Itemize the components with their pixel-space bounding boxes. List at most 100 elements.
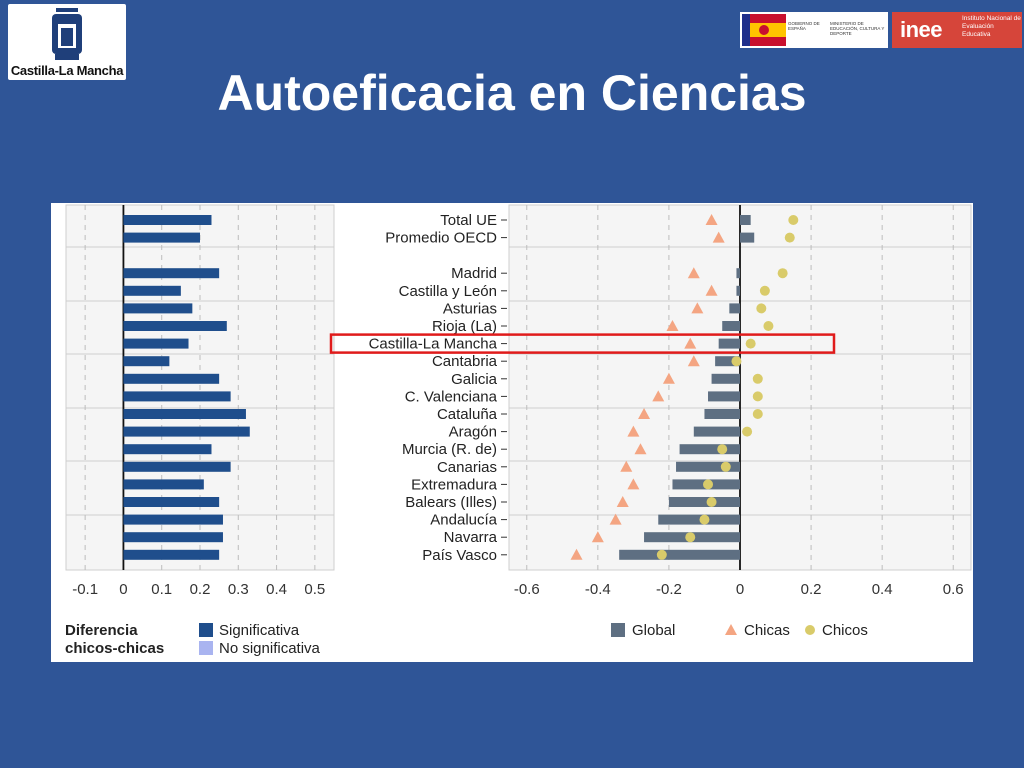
left-tick-label: -0.1 [72,581,98,598]
chicas-point [687,355,700,367]
global-bar [619,549,740,560]
left-bar [123,549,220,560]
right-chart-points [570,214,799,560]
highlight-group [329,333,836,354]
category-label: Promedio OECD [385,230,497,247]
chicos-point [717,444,728,455]
chicas-point [627,425,640,437]
right-tick-label: 0.6 [943,581,964,598]
left-tick-label: 0.5 [304,581,325,598]
right-tick-label: 0.2 [801,581,822,598]
legend-swatch [199,623,213,637]
global-bar [658,514,740,525]
category-label: C. Valenciana [405,388,498,405]
logo-text: Castilla-La Mancha [10,63,124,78]
left-bar [123,479,204,490]
left-bar [123,461,231,472]
category-label: Cataluña [437,406,498,423]
legend-label: Significativa [219,622,300,639]
global-bar [736,285,740,296]
global-bar [740,215,751,225]
chicos-point [742,426,753,437]
legend-label-chicos: Chicos [822,622,868,639]
left-bar [123,232,200,243]
global-bar [740,232,755,243]
category-label: Extremadura [411,476,498,493]
global-bar [693,426,740,437]
chicos-point [756,303,767,314]
left-bar [123,514,223,525]
right-tick-label: 0.4 [872,581,893,598]
chicas-point [634,443,647,455]
global-bar [704,409,740,419]
left-bar [123,268,220,279]
castle-emblem-icon [52,8,82,60]
global-bar [676,461,740,472]
chicas-point [662,372,675,384]
category-label: Galicia [451,371,498,388]
chicos-point [703,479,714,490]
highlight-box [329,333,836,354]
chicos-point [731,356,742,367]
right-tick-label: -0.6 [514,581,540,598]
left-bar [123,215,212,225]
chicos-point [763,321,774,331]
global-bar [711,373,740,384]
chicos-point [752,391,763,402]
category-label: Castilla-La Mancha [369,336,498,353]
right-chart-ticks: -0.6 -0.4 -0.2 0 0.2 0.4 0.6 [514,581,964,598]
category-label: Rioja (La) [432,318,497,335]
right-tick-label: 0 [736,581,744,598]
left-tick-label: 0 [119,581,127,598]
chicos-point [752,373,763,384]
left-tick-label: 0.3 [228,581,249,598]
category-label: Total UE [440,212,497,229]
left-chart-grid [65,204,335,571]
right-chart-grid [508,204,972,571]
global-bar [679,444,740,455]
global-bar [736,268,740,279]
legend-label-global: Global [632,622,675,639]
category-label: Murcia (R. de) [402,441,497,458]
chicos-point [656,549,667,560]
chicos-point [759,285,770,296]
left-bar [123,356,170,367]
ministerio-text: MINISTERIO DE EDUCACIÓN, CULTURA Y DEPOR… [830,21,885,36]
left-bar [123,303,193,314]
legend-label-chicas: Chicas [744,622,790,639]
global-bar [718,338,740,349]
left-bar [123,426,250,437]
category-label: Canarias [437,459,497,476]
category-label: Balears (Illes) [405,494,497,511]
left-bar [123,532,223,543]
legend-marker-chicas [725,624,737,635]
chicas-point [652,390,665,402]
right-tick-label: -0.4 [585,581,611,598]
category-label: Castilla y León [399,283,497,300]
chicas-point [638,408,651,419]
chicas-point [705,284,718,296]
global-bar [729,303,740,314]
legend-title-line1: Diferencia [65,622,138,639]
chicas-point [691,302,704,314]
legend-swatch [199,641,213,655]
category-label: Andalucía [430,512,497,529]
chicas-point [666,320,679,331]
left-tick-label: 0.4 [266,581,287,598]
chicas-point [620,460,633,472]
chicas-point [684,337,697,349]
category-label: Navarra [444,529,498,546]
left-bar [123,444,212,455]
legend-title-line2: chicos-chicas [65,640,164,657]
category-label: País Vasco [422,547,497,564]
global-bar [668,497,740,507]
chicas-point [712,231,725,243]
left-tick-label: 0.2 [190,581,211,598]
chicas-point [570,548,583,560]
category-label: Cantabria [432,353,498,370]
chicos-point [745,338,756,349]
chicos-point [788,215,799,225]
